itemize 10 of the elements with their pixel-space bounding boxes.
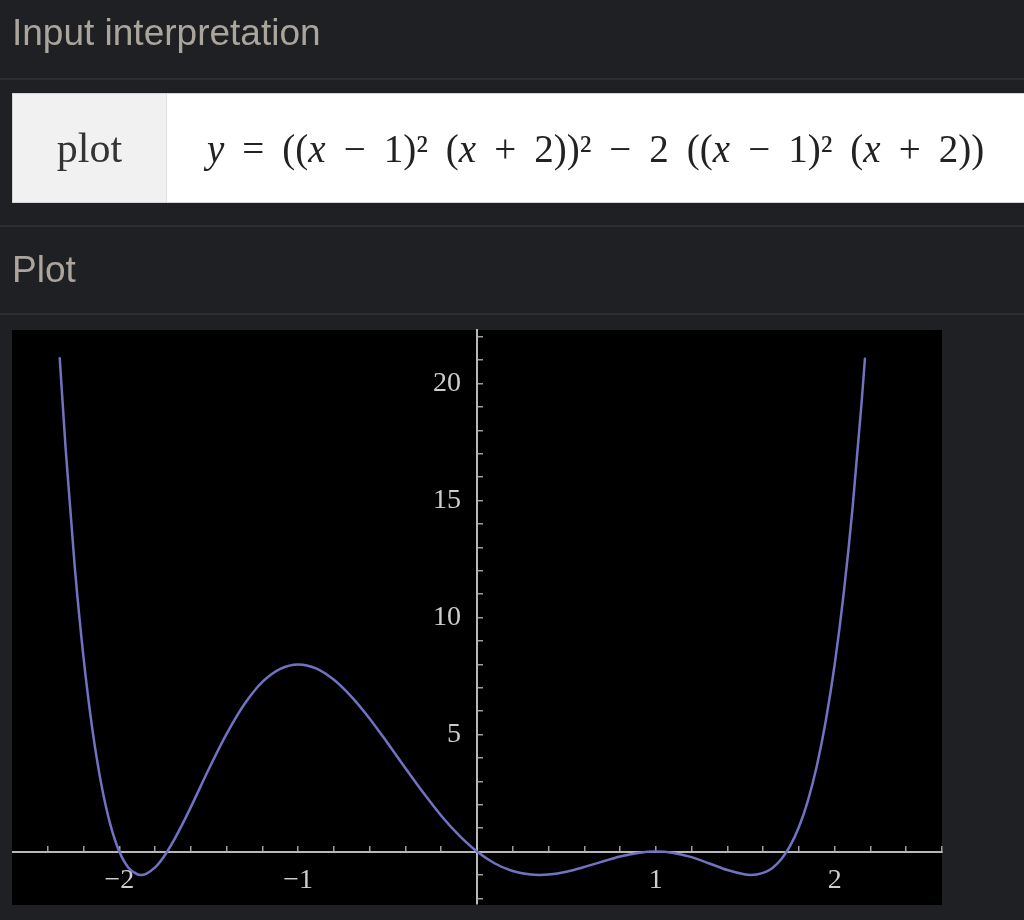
x-tick-label: 2 xyxy=(827,862,842,894)
y-tick-label: 10 xyxy=(433,600,461,632)
chart-title: Plot xyxy=(12,249,76,291)
y-tick-label: 15 xyxy=(433,483,461,515)
y-tick-label: 5 xyxy=(447,717,461,749)
text: Input interpretation xyxy=(12,12,321,54)
y-tick-label: 20 xyxy=(433,366,461,398)
x-tick-label: 1 xyxy=(648,862,663,894)
x-tick-label: −1 xyxy=(283,862,314,894)
x-tick-label: −2 xyxy=(104,862,135,894)
